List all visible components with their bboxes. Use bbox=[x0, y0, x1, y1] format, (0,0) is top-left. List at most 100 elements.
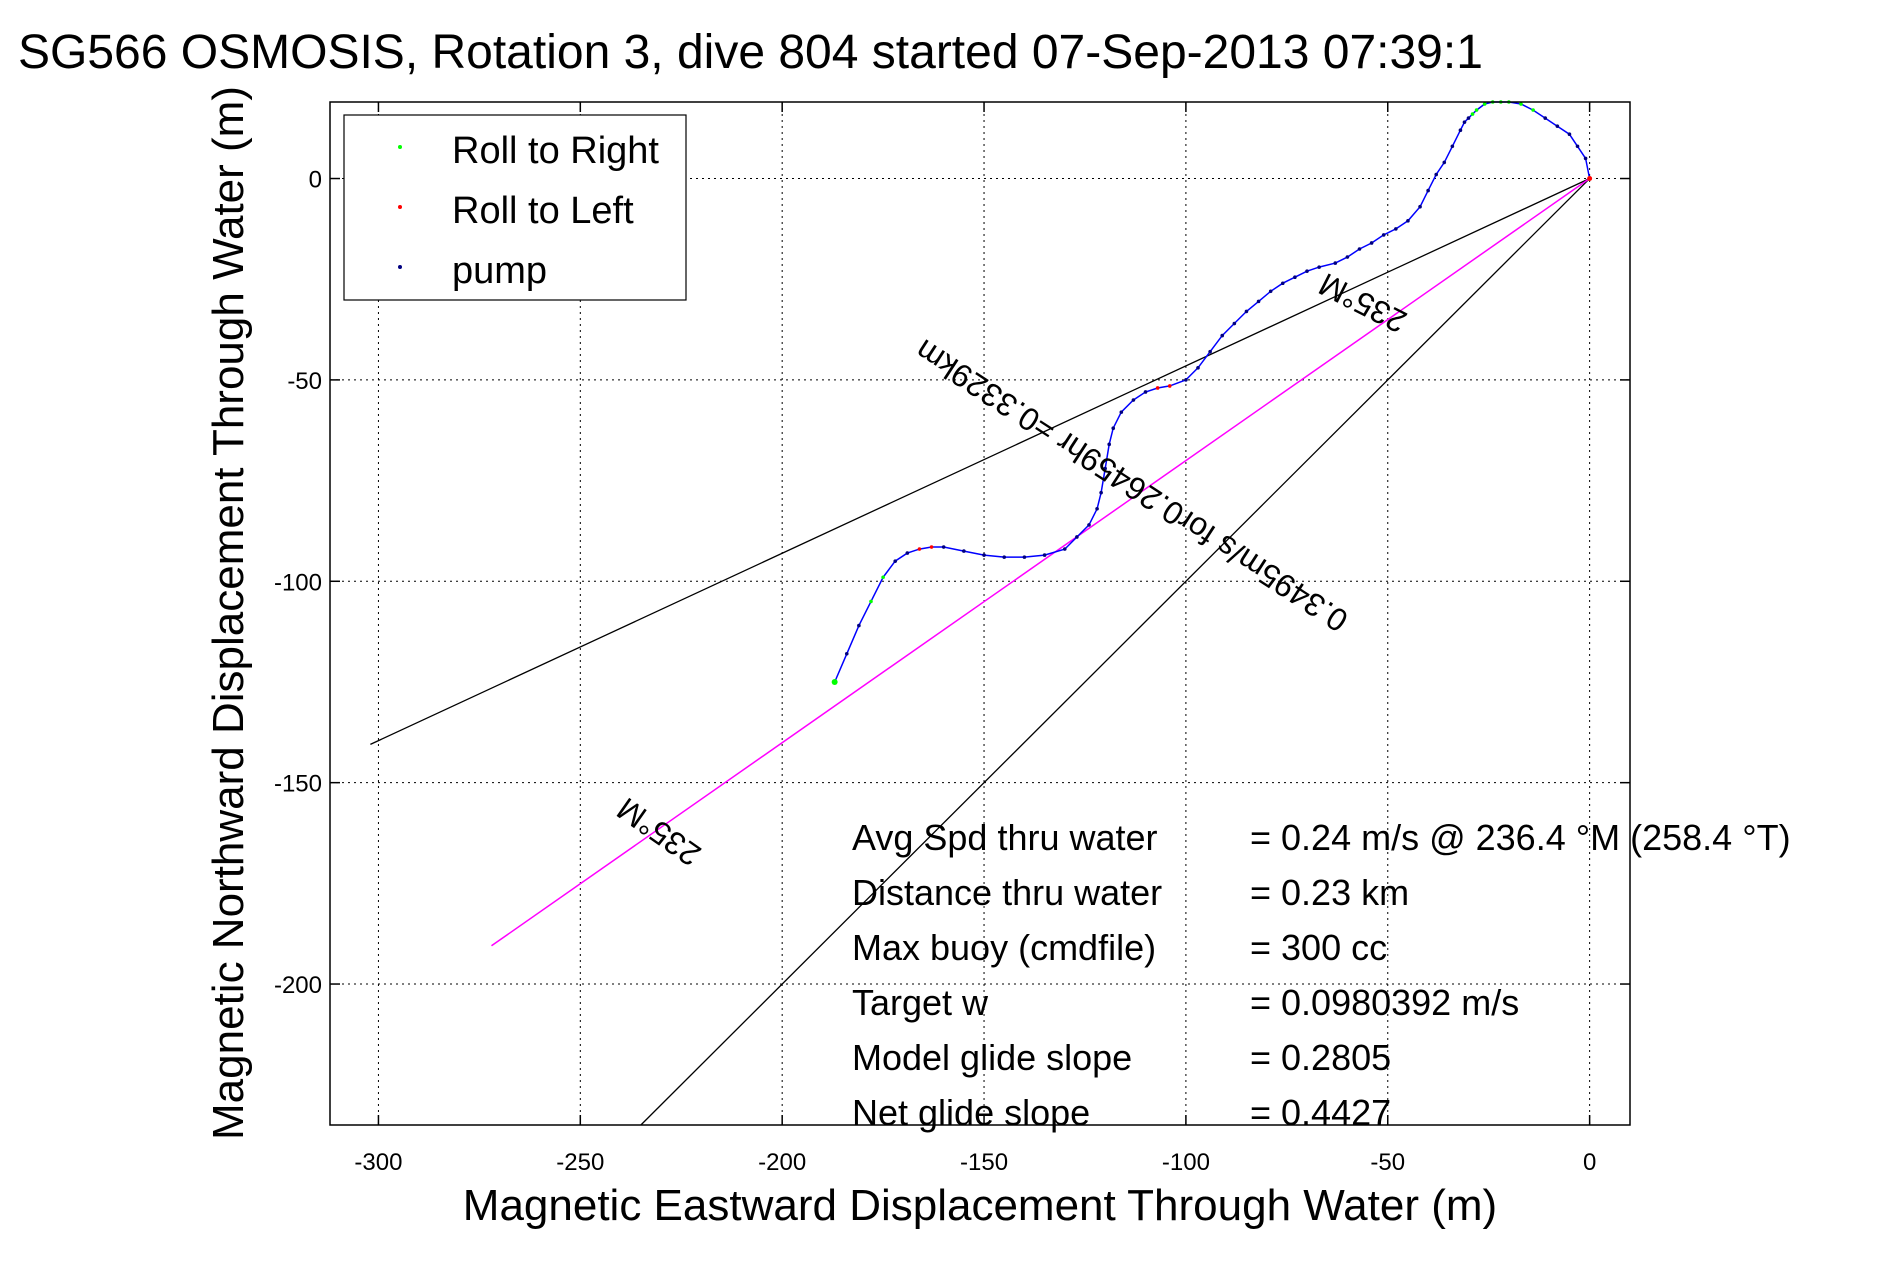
track-marker bbox=[929, 545, 934, 549]
track-marker bbox=[1196, 366, 1200, 370]
track-marker bbox=[857, 623, 861, 628]
track-marker bbox=[893, 559, 898, 563]
track-marker bbox=[1426, 188, 1430, 193]
track-marker bbox=[1042, 553, 1047, 557]
track-marker bbox=[1381, 233, 1386, 237]
track-marker bbox=[1184, 378, 1188, 382]
legend-marker bbox=[398, 205, 402, 209]
track-marker bbox=[1143, 390, 1148, 394]
track-marker bbox=[1357, 247, 1362, 251]
track-marker bbox=[1062, 547, 1067, 551]
legend-marker bbox=[398, 145, 402, 149]
legend-marker bbox=[398, 265, 402, 269]
track-marker bbox=[1369, 241, 1374, 245]
y-tick-label: -150 bbox=[274, 771, 322, 798]
track-marker bbox=[1470, 112, 1475, 116]
stat-label: Distance thru water bbox=[852, 872, 1162, 913]
stat-label: Avg Spd thru water bbox=[852, 817, 1158, 858]
track-marker bbox=[1103, 466, 1107, 471]
bracket-line bbox=[640, 178, 1591, 1126]
heading-line-segment bbox=[491, 177, 1591, 947]
track-marker bbox=[1434, 172, 1439, 177]
x-axis-label: Magnetic Eastward Displacement Through W… bbox=[463, 1181, 1497, 1230]
stat-value: = 0.4427 bbox=[1250, 1092, 1391, 1133]
heading-line bbox=[491, 177, 1591, 947]
track-marker bbox=[869, 599, 873, 604]
stat-label: Model glide slope bbox=[852, 1037, 1132, 1078]
stat-label: Max buoy (cmdfile) bbox=[852, 927, 1156, 968]
track-marker bbox=[1474, 108, 1479, 112]
track-marker bbox=[1099, 490, 1103, 495]
x-tick-labels: -300 -250 -200 -150 -100 -50 0 bbox=[354, 1149, 1596, 1176]
track-marker bbox=[1119, 410, 1124, 414]
track-marker bbox=[1256, 299, 1261, 304]
track-marker bbox=[1482, 102, 1487, 106]
track-marker bbox=[1333, 261, 1338, 265]
track-marker bbox=[1268, 289, 1273, 294]
y-axis-label: Magnetic Northward Displacement Through … bbox=[204, 86, 253, 1140]
track-marker bbox=[1442, 160, 1447, 165]
track-marker bbox=[1345, 255, 1350, 259]
y-tick-label: 0 bbox=[309, 167, 322, 194]
track-marker bbox=[1543, 116, 1548, 120]
track-marker bbox=[982, 553, 986, 557]
track-marker bbox=[1220, 333, 1225, 338]
track-marker bbox=[917, 547, 922, 551]
grid-lines bbox=[330, 102, 1630, 1125]
legend-label: Roll to Right bbox=[452, 130, 659, 172]
track-marker bbox=[1208, 349, 1212, 354]
track-marker bbox=[1531, 108, 1535, 112]
y-tick-label: -100 bbox=[274, 569, 322, 596]
track-marker bbox=[962, 549, 966, 553]
track-marker bbox=[1244, 309, 1249, 314]
x-tick-label: -50 bbox=[1370, 1149, 1405, 1176]
y-tick-label: -50 bbox=[287, 368, 322, 395]
track-marker bbox=[1022, 555, 1027, 559]
track-marker bbox=[1087, 523, 1091, 527]
track-marker bbox=[1466, 116, 1471, 120]
track-marker bbox=[1583, 156, 1588, 161]
track-marker bbox=[1095, 506, 1099, 511]
track-marker bbox=[1111, 426, 1116, 431]
x-tick-label: -200 bbox=[758, 1149, 806, 1176]
track-marker bbox=[1280, 281, 1285, 286]
track-marker bbox=[1167, 384, 1172, 388]
x-tick-label: -150 bbox=[960, 1149, 1008, 1176]
track-marker bbox=[941, 545, 946, 549]
track-marker bbox=[1232, 321, 1237, 326]
stat-value: = 0.24 m/s @ 236.4 °M (258.4 °T) bbox=[1250, 817, 1791, 858]
track-marker bbox=[1567, 132, 1572, 137]
track-marker bbox=[1107, 442, 1111, 447]
track-marker bbox=[1406, 219, 1410, 223]
x-tick-label: -300 bbox=[354, 1149, 402, 1176]
track-marker bbox=[1555, 124, 1560, 128]
legend: Roll to Right Roll to Left pump bbox=[343, 114, 687, 301]
stat-value: = 0.0980392 m/s bbox=[1250, 982, 1519, 1023]
heading-bracket-lines bbox=[370, 177, 1591, 1126]
track-marker bbox=[1462, 120, 1467, 124]
track-marker bbox=[1418, 204, 1422, 209]
axis-ticks bbox=[330, 102, 1630, 1125]
track-marker bbox=[1450, 144, 1455, 149]
chart-title: SG566 OSMOSIS, Rotation 3, dive 804 star… bbox=[18, 26, 1483, 79]
track-marker bbox=[1293, 275, 1297, 279]
track-marker bbox=[1394, 227, 1398, 231]
track-marker bbox=[1131, 398, 1136, 402]
legend-label: Roll to Left bbox=[452, 190, 634, 232]
x-tick-label: -250 bbox=[556, 1149, 604, 1176]
track-marker bbox=[1075, 535, 1079, 539]
track-marker bbox=[1575, 144, 1580, 149]
stat-label: Net glide slope bbox=[852, 1092, 1090, 1133]
track-marker bbox=[1317, 265, 1321, 269]
stat-value: = 300 cc bbox=[1250, 927, 1387, 968]
stat-label: Target w bbox=[852, 982, 989, 1023]
origin-marker bbox=[1587, 176, 1593, 182]
track-marker bbox=[831, 678, 838, 685]
track-markers bbox=[831, 100, 1593, 685]
track-marker bbox=[1155, 386, 1160, 390]
stat-value: = 0.2805 bbox=[1250, 1037, 1391, 1078]
track-marker bbox=[905, 551, 910, 555]
track-marker bbox=[1002, 555, 1007, 559]
bracket-line bbox=[370, 177, 1590, 745]
